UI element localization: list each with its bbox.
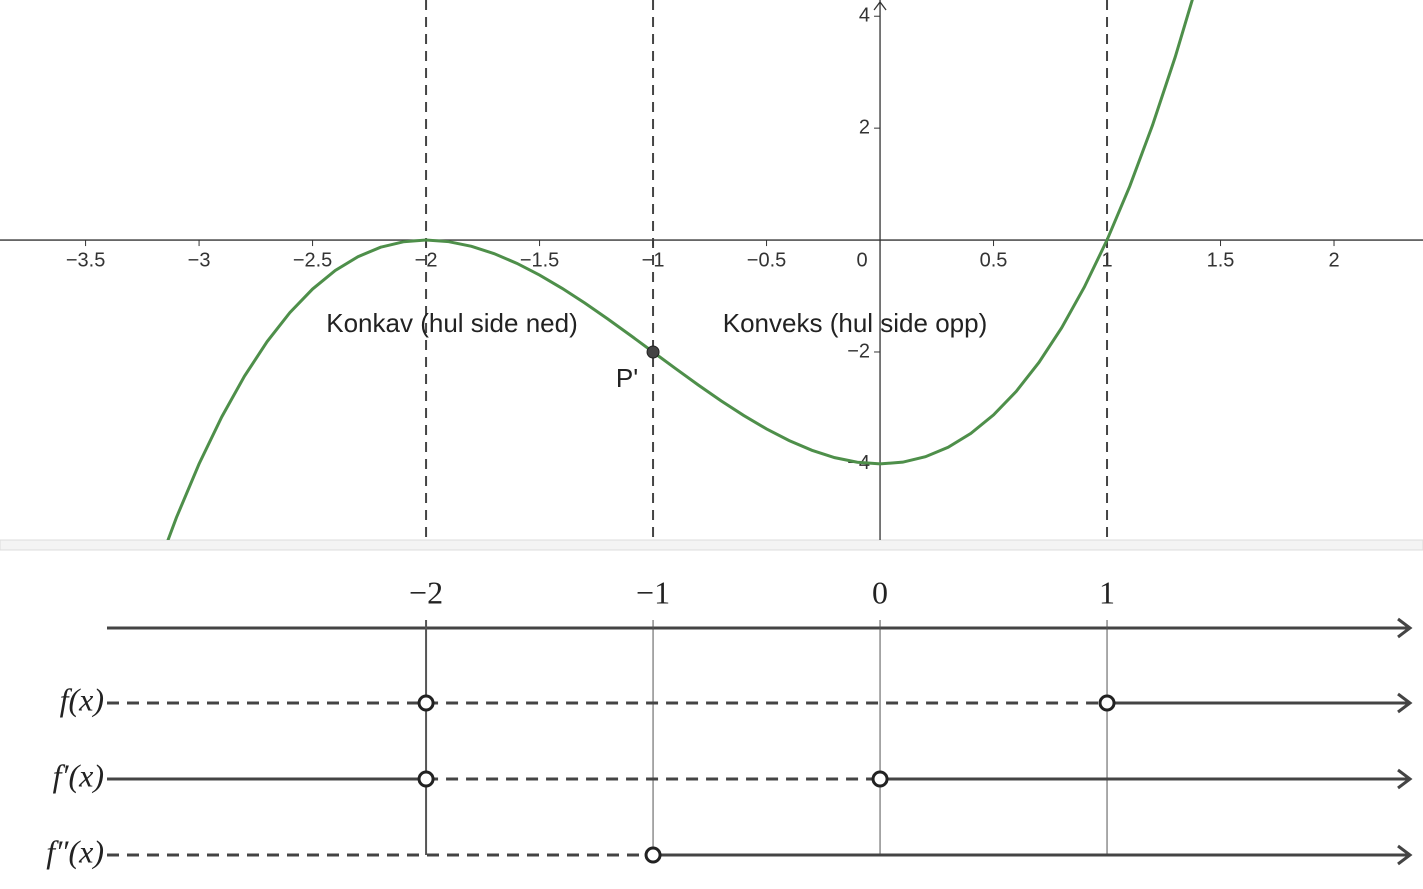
x-tick-label: −1 — [642, 249, 665, 271]
point — [646, 345, 660, 359]
y-tick-label: −2 — [847, 340, 870, 362]
row-label: f″(x) — [46, 833, 104, 869]
y-tick-label: 4 — [859, 5, 870, 27]
panel-divider — [0, 539, 1423, 551]
arrow-head — [1397, 768, 1413, 790]
zero-point — [417, 694, 435, 712]
x-tick-label: 0 — [856, 249, 867, 271]
zero-point — [644, 846, 662, 864]
x-tick-label: −2.5 — [293, 249, 332, 271]
x-tick-label: −0.5 — [747, 249, 786, 271]
x-tick-label: 1 — [1101, 249, 1112, 271]
zero-point — [1098, 694, 1116, 712]
tick-label: 0 — [872, 574, 888, 610]
x-tick-label: 1.5 — [1207, 249, 1235, 271]
y-axis-arrow — [873, 0, 887, 11]
x-tick-label: 2 — [1328, 249, 1339, 271]
x-tick-label: −3 — [188, 249, 211, 271]
arrow-head — [1397, 844, 1413, 866]
zero-point — [871, 770, 889, 788]
tick-label: 1 — [1099, 574, 1115, 610]
arrow-head — [1397, 692, 1413, 714]
tick-label: −2 — [409, 574, 443, 610]
tick-label: −1 — [636, 574, 670, 610]
graph-view: −3.5 −3 −2.5 −2 −1.5 −1 −0.5 0 0.5 1 1.5 2−4−224Kon… — [0, 0, 1423, 540]
annotation: Konkav (hul side ned) — [326, 308, 577, 338]
x-tick-label: −3.5 — [66, 249, 105, 271]
zero-point — [417, 770, 435, 788]
y-tick-label: 2 — [859, 116, 870, 138]
annotation: Konveks (hul side opp) — [723, 308, 987, 338]
sign-chart: −2 −1 0 1 f(x) f′(x) f″(x) — [46, 574, 1413, 869]
arrow-head — [1397, 617, 1413, 639]
point-label: P' — [616, 363, 638, 393]
x-tick-label: −2 — [415, 249, 438, 271]
function-curve — [166, 0, 1194, 540]
x-tick-label: −1.5 — [520, 249, 559, 271]
row-label: f(x) — [60, 681, 104, 717]
x-tick-label: 0.5 — [980, 249, 1008, 271]
row-label: f′(x) — [53, 757, 104, 793]
